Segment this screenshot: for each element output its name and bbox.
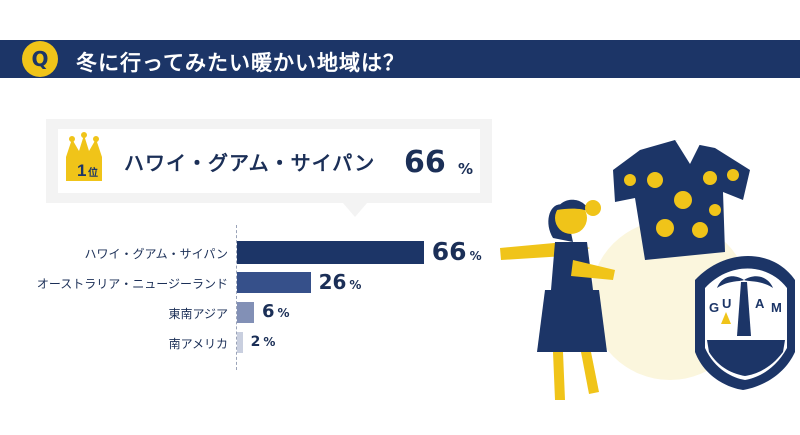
category-label: 南アメリカ bbox=[168, 336, 228, 351]
value-unit: % bbox=[349, 278, 362, 293]
top-answer-value: 66 bbox=[404, 145, 446, 180]
callout-tail bbox=[343, 203, 367, 217]
value-label: 66% bbox=[431, 237, 482, 266]
category-label: ハワイ・グアム・サイパン bbox=[84, 246, 228, 261]
seal-letter-a: A bbox=[755, 296, 765, 311]
category-label: 東南アジア bbox=[168, 306, 228, 321]
guam-seal-icon: G U A M bbox=[695, 256, 795, 390]
value-label: 2% bbox=[250, 333, 276, 350]
value-unit: % bbox=[277, 306, 290, 321]
crown-icon: 1 位 bbox=[66, 132, 102, 181]
category-label: オーストラリア・ニュージーランド bbox=[36, 276, 228, 291]
value-label: 6% bbox=[261, 301, 290, 323]
value-unit: % bbox=[263, 334, 276, 349]
callout-inner-panel bbox=[58, 129, 480, 193]
seal-letter-u: U bbox=[722, 296, 731, 311]
question-banner bbox=[0, 40, 800, 78]
rank-number: 1 bbox=[77, 161, 86, 180]
top-answer-callout bbox=[46, 119, 492, 203]
resort-illustration: G U A M bbox=[500, 140, 795, 400]
seal-letter-g: G bbox=[709, 300, 719, 315]
rank-suffix: 位 bbox=[88, 166, 98, 179]
value-unit: % bbox=[469, 249, 482, 263]
chart-axis bbox=[236, 225, 237, 370]
bar bbox=[237, 302, 254, 323]
hula-dancer-icon bbox=[500, 199, 615, 400]
value-label: 26% bbox=[318, 270, 362, 295]
top-answer-unit: % bbox=[458, 160, 474, 178]
bar bbox=[237, 272, 311, 293]
bar bbox=[237, 241, 424, 264]
top-answer-label: ハワイ・グアム・サイパン bbox=[124, 151, 376, 175]
aloha-shirt-icon bbox=[613, 140, 750, 260]
question-badge: Q bbox=[22, 41, 58, 77]
question-title: 冬に行ってみたい暖かい地域は？ bbox=[76, 51, 405, 75]
bar bbox=[237, 332, 243, 353]
seal-letter-m: M bbox=[771, 300, 782, 315]
